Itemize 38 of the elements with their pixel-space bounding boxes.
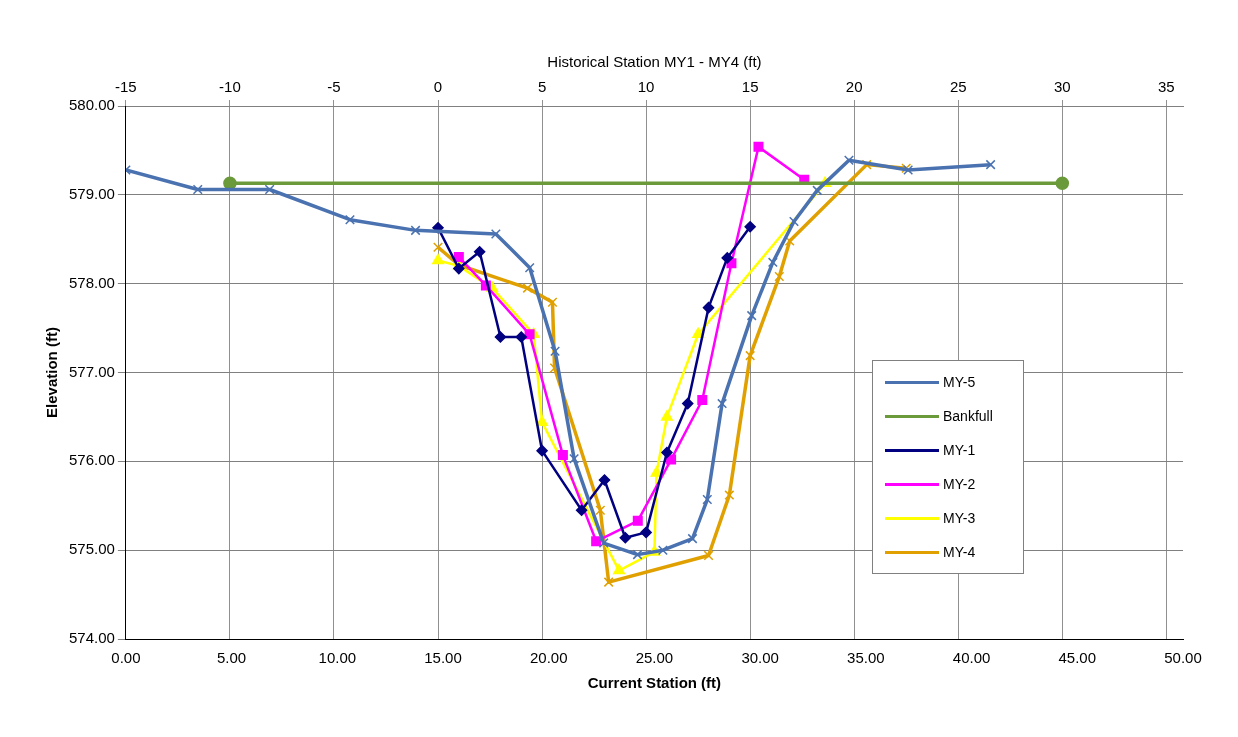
x-tick-label: 25.00 (635, 649, 674, 667)
x-tick-label: 0.00 (111, 649, 141, 667)
y-axis-title: Elevation (ft) (43, 327, 61, 418)
x-tick-label: 10.00 (318, 649, 357, 667)
x-tick-label: 40.00 (952, 649, 991, 667)
y-tick-label: 575.00 (68, 540, 115, 558)
x2-tick-label: 0 (433, 78, 443, 96)
x-tick-label: 15.00 (424, 649, 462, 667)
y-tick-label: 574.00 (68, 629, 115, 647)
x-tick-label: 50.00 (1164, 649, 1202, 667)
x2-tick-label: 15 (741, 78, 759, 96)
x-axis-title: Current Station (ft) (587, 674, 722, 692)
legend-label: MY-1 (943, 442, 976, 458)
x2-tick-label: -10 (219, 78, 241, 96)
x2-tick-label: -5 (327, 78, 341, 96)
x2-tick-label: -15 (115, 78, 137, 96)
legend-label: MY-4 (943, 544, 976, 560)
x2-tick-label: 30 (1053, 78, 1071, 96)
x2-tick-label: 10 (637, 78, 655, 96)
y-tick-label: 578.00 (68, 273, 115, 291)
y-tick-label: 580.00 (68, 96, 115, 114)
x2-tick-label: 20 (845, 78, 863, 96)
legend-label: MY-5 (943, 374, 976, 390)
x-tick-label: 35.00 (847, 649, 885, 667)
legend-label: MY-2 (943, 476, 976, 492)
legend-label: Bankfull (943, 408, 993, 424)
x2-tick-label: 5 (537, 78, 547, 96)
legend-label: MY-3 (943, 510, 976, 526)
x-tick-label: 5.00 (216, 649, 247, 667)
y-tick-label: 579.00 (68, 184, 115, 202)
y-tick-label: 577.00 (68, 362, 115, 380)
x-tick-label: 20.00 (529, 649, 568, 667)
x2-axis-title: Historical Station MY1 - MY4 (ft) (547, 53, 762, 71)
y-tick-label: 576.00 (68, 451, 115, 469)
x-tick-label: 45.00 (1058, 649, 1097, 667)
x-tick-label: 30.00 (741, 649, 779, 667)
x2-tick-label: 35 (1158, 78, 1175, 96)
x2-tick-label: 25 (949, 78, 967, 96)
